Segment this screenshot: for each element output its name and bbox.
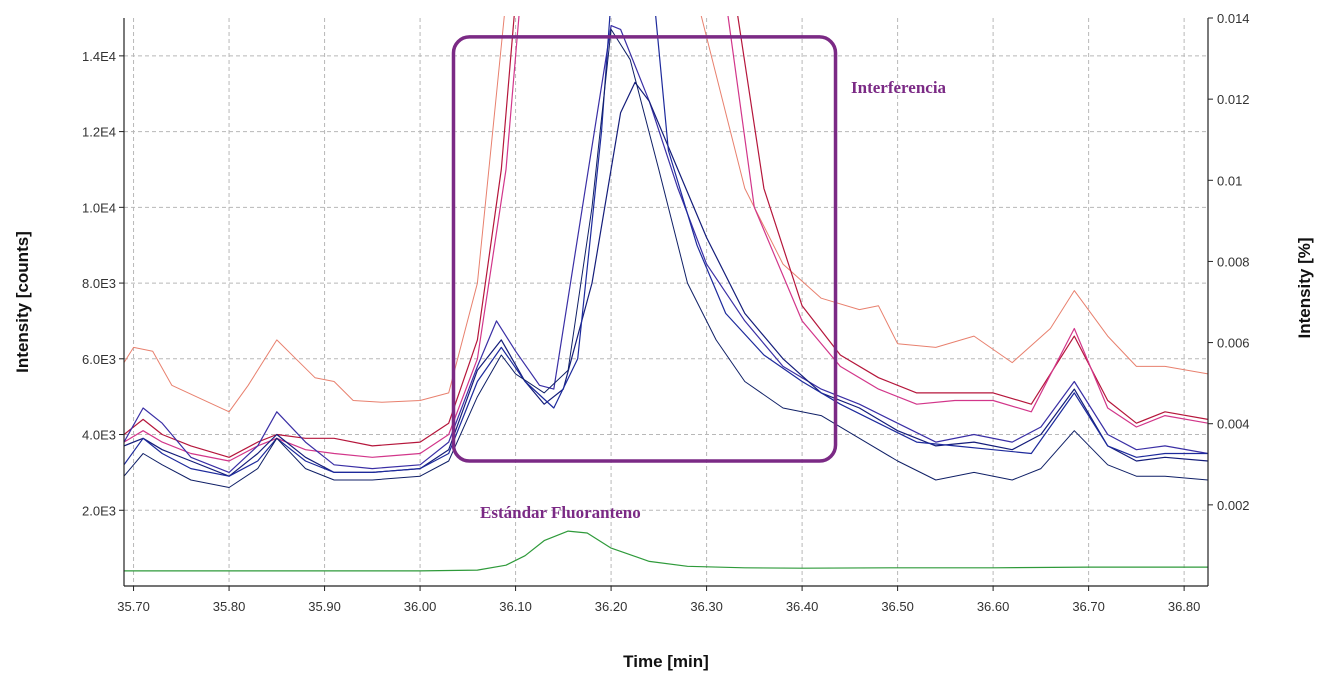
- x-tick-label: 36.10: [499, 599, 532, 614]
- x-tick-label: 36.80: [1168, 599, 1201, 614]
- y-right-tick-label: 0.002: [1217, 498, 1250, 513]
- x-tick-label: 36.30: [690, 599, 723, 614]
- series-line-5: [124, 81, 1208, 477]
- y-right-tick-label: 0.008: [1217, 254, 1250, 269]
- x-tick-label: 36.40: [786, 599, 819, 614]
- grid: [124, 18, 1208, 586]
- x-tick-label: 35.70: [117, 599, 150, 614]
- series-line-8: [124, 530, 1208, 572]
- series-line-2: [124, 16, 1208, 458]
- x-tick-label: 36.70: [1072, 599, 1105, 614]
- series-line-6: [124, 16, 1208, 477]
- x-axis-title: Time [min]: [623, 652, 709, 671]
- y-right-tick-label: 0.004: [1217, 417, 1250, 432]
- interference-box: [451, 35, 838, 463]
- y-axis-left-title: Intensity [counts]: [13, 231, 32, 373]
- y-left-tick-label: 6.0E3: [82, 352, 116, 367]
- x-tick-label: 35.80: [213, 599, 246, 614]
- y-left-tick-label: 2.0E3: [82, 503, 116, 518]
- y-left-tick-label: 1.0E4: [82, 200, 116, 215]
- standard-label: Estándar Fluoranteno: [480, 503, 641, 522]
- y-right-tick-label: 0.01: [1217, 173, 1242, 188]
- interference-label: Interferencia: [851, 78, 947, 97]
- series-line-3: [124, 16, 1208, 462]
- annotation-layer: Interferencia Estándar Fluoranteno: [451, 35, 947, 522]
- y-left-tick-label: 1.2E4: [82, 125, 116, 140]
- series-layer: [124, 16, 1208, 572]
- y-left-tick-label: 4.0E3: [82, 428, 116, 443]
- series-line-4: [124, 25, 1208, 473]
- y-right-tick-label: 0.014: [1217, 11, 1250, 26]
- y-left-tick-label: 8.0E3: [82, 276, 116, 291]
- axes: 35.70 35.80 35.90 36.00 36.10 36.20 36.30 36.40…: [82, 11, 1250, 614]
- y-left-tick-label: 1.4E4: [82, 49, 116, 64]
- x-tick-label: 36.50: [881, 599, 914, 614]
- x-tick-label: 36.60: [977, 599, 1010, 614]
- series-line-1: [124, 16, 1208, 413]
- x-tick-label: 35.90: [308, 599, 341, 614]
- y-right-tick-label: 0.006: [1217, 336, 1250, 351]
- y-axis-right-title: Intensity [%]: [1295, 237, 1314, 338]
- y-right-tick-label: 0.012: [1217, 92, 1250, 107]
- x-tick-label: 36.00: [404, 599, 437, 614]
- x-tick-label: 36.20: [595, 599, 628, 614]
- series-line-7: [124, 28, 1208, 488]
